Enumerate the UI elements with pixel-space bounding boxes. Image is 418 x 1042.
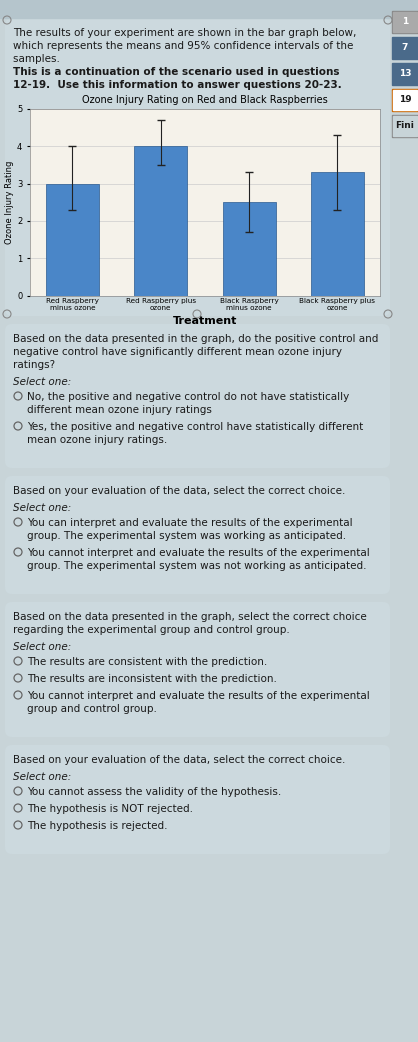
Text: No, the positive and negative control do not have statistically: No, the positive and negative control do…: [27, 392, 349, 402]
FancyBboxPatch shape: [5, 476, 390, 594]
Bar: [311, 172, 364, 296]
Text: group and control group.: group and control group.: [27, 704, 157, 714]
Text: Based on your evaluation of the data, select the correct choice.: Based on your evaluation of the data, se…: [13, 755, 345, 765]
Bar: [46, 183, 99, 296]
Text: Based on your evaluation of the data, select the correct choice.: Based on your evaluation of the data, se…: [13, 486, 345, 496]
Text: which represents the means and 95% confidence intervals of the: which represents the means and 95% confi…: [13, 41, 353, 51]
Text: 1: 1: [402, 18, 408, 26]
Text: 7: 7: [402, 44, 408, 52]
Text: Select one:: Select one:: [13, 772, 71, 782]
Text: You cannot interpret and evaluate the results of the experimental: You cannot interpret and evaluate the re…: [27, 691, 370, 701]
Text: The hypothesis is rejected.: The hypothesis is rejected.: [27, 821, 168, 832]
Text: Based on the data presented in the graph, do the positive control and: Based on the data presented in the graph…: [13, 334, 378, 344]
Bar: [392, 115, 418, 137]
FancyBboxPatch shape: [5, 18, 390, 316]
FancyBboxPatch shape: [5, 324, 390, 468]
Bar: [0, 0, 418, 18]
Text: Yes, the positive and negative control have statistically different: Yes, the positive and negative control h…: [27, 422, 363, 432]
Y-axis label: Ozone Injury Rating: Ozone Injury Rating: [5, 160, 14, 244]
Text: This is a continuation of the scenario used in questions: This is a continuation of the scenario u…: [13, 67, 339, 77]
Text: The results of your experiment are shown in the bar graph below,: The results of your experiment are shown…: [13, 28, 357, 38]
Text: Select one:: Select one:: [13, 377, 71, 387]
Text: 19: 19: [399, 96, 411, 104]
Bar: [392, 38, 418, 59]
Bar: [222, 202, 275, 296]
Bar: [134, 146, 187, 296]
Text: 13: 13: [399, 70, 411, 78]
Bar: [392, 63, 418, 85]
Text: The results are consistent with the prediction.: The results are consistent with the pred…: [27, 658, 267, 667]
Text: group. The experimental system was working as anticipated.: group. The experimental system was worki…: [27, 531, 346, 541]
Text: Select one:: Select one:: [13, 503, 71, 513]
Text: You cannot interpret and evaluate the results of the experimental: You cannot interpret and evaluate the re…: [27, 548, 370, 559]
Text: samples.: samples.: [13, 54, 66, 64]
Text: Fini: Fini: [395, 122, 414, 130]
Text: The results are inconsistent with the prediction.: The results are inconsistent with the pr…: [27, 674, 277, 684]
Bar: [392, 89, 418, 111]
Bar: [392, 11, 418, 33]
FancyBboxPatch shape: [5, 602, 390, 737]
Bar: [393, 116, 417, 137]
Text: You can interpret and evaluate the results of the experimental: You can interpret and evaluate the resul…: [27, 518, 353, 528]
Text: You cannot assess the validity of the hypothesis.: You cannot assess the validity of the hy…: [27, 787, 281, 797]
Text: Select one:: Select one:: [13, 642, 71, 652]
Text: Based on the data presented in the graph, select the correct choice: Based on the data presented in the graph…: [13, 612, 367, 622]
FancyBboxPatch shape: [5, 745, 390, 854]
Title: Ozone Injury Rating on Red and Black Raspberries: Ozone Injury Rating on Red and Black Ras…: [82, 95, 328, 105]
Bar: [393, 90, 417, 110]
Text: negative control have significantly different mean ozone injury: negative control have significantly diff…: [13, 347, 342, 357]
Bar: [393, 13, 417, 32]
Text: The hypothesis is NOT rejected.: The hypothesis is NOT rejected.: [27, 804, 193, 814]
Text: regarding the experimental group and control group.: regarding the experimental group and con…: [13, 625, 290, 635]
Bar: [393, 64, 417, 84]
Text: different mean ozone injury ratings: different mean ozone injury ratings: [27, 405, 212, 415]
Bar: [393, 38, 417, 58]
Text: 12-19.  Use this information to answer questions 20-23.: 12-19. Use this information to answer qu…: [13, 80, 342, 90]
Text: ratings?: ratings?: [13, 359, 55, 370]
X-axis label: Treatment: Treatment: [173, 316, 237, 325]
Text: group. The experimental system was not working as anticipated.: group. The experimental system was not w…: [27, 561, 367, 571]
Text: mean ozone injury ratings.: mean ozone injury ratings.: [27, 435, 167, 445]
